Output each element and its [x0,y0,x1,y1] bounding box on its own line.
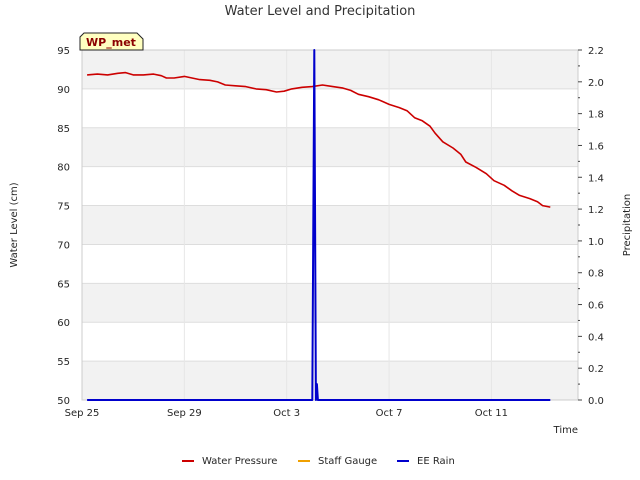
y-tick-label: 50 [57,396,70,407]
y2-tick-label: 0.6 [588,301,604,312]
background-band [82,205,578,245]
series-line-ee-rain [87,49,551,401]
y-tick-label: 85 [57,124,70,135]
x-tick-label: Oct 7 [376,408,403,419]
right-axis: 0.0 0.2 0.4 0.6 0.8 1.0 1.2 1.4 1.6 1.8 2.0 2.2 [578,46,604,407]
x-tick-label: Sep 29 [167,408,202,419]
background-band [82,361,578,400]
y2-axis-title: Precipitation [622,194,633,257]
y2-tick-label: 0.0 [588,396,604,407]
y2-tick-label: 0.4 [588,332,604,343]
y-tick-label: 90 [57,85,70,96]
y2-tick-label: 0.8 [588,269,604,280]
x-axis-title: Time [553,425,578,436]
y2-tick-label: 1.6 [588,141,604,152]
y-tick-label: 80 [57,163,70,174]
y2-tick-label: 1.0 [588,237,604,248]
y2-tick-label: 2.0 [588,78,604,89]
x-tick-label: Oct 3 [273,408,300,419]
y2-tick-label: 1.4 [588,173,604,184]
y-tick-label: 65 [57,279,70,290]
series-line-water-pressure [87,71,551,208]
y2-tick-label: 2.2 [588,46,604,57]
background-band [82,127,578,167]
chart-title: Water Level and Precipitation [225,4,416,19]
y-tick-label: 60 [57,318,70,329]
y-tick-label: 70 [57,240,70,251]
legend-label-staff-gauge: Staff Gauge [318,456,377,467]
y-tick-label: 95 [57,46,70,57]
plot-background-bands [82,50,578,400]
y-tick-label: 55 [57,357,70,368]
y-tick-label: 75 [57,202,70,213]
y2-tick-label: 1.8 [588,110,604,121]
y-axis-title: Water Level (cm) [9,182,20,267]
legend-label-water-pressure: Water Pressure [202,456,277,467]
y2-tick-label: 1.2 [588,205,604,216]
site-badge: WP_met [79,32,144,51]
x-tick-label: Oct 11 [475,408,508,419]
series-layer [87,49,551,401]
background-band [82,50,578,89]
site-badge-label: WP_met [86,36,136,49]
site-badge-shape [79,32,144,51]
x-axis: Sep 25 Sep 29 Oct 3 Oct 7 Oct 11 [65,408,508,419]
background-band [82,283,578,323]
y2-tick-label: 0.2 [588,364,604,375]
left-axis: 50 55 60 65 70 75 80 85 90 95 [57,46,70,407]
legend: Water Pressure Staff Gauge EE Rain [182,456,455,467]
legend-label-ee-rain: EE Rain [417,456,455,467]
x-tick-label: Sep 25 [65,408,100,419]
